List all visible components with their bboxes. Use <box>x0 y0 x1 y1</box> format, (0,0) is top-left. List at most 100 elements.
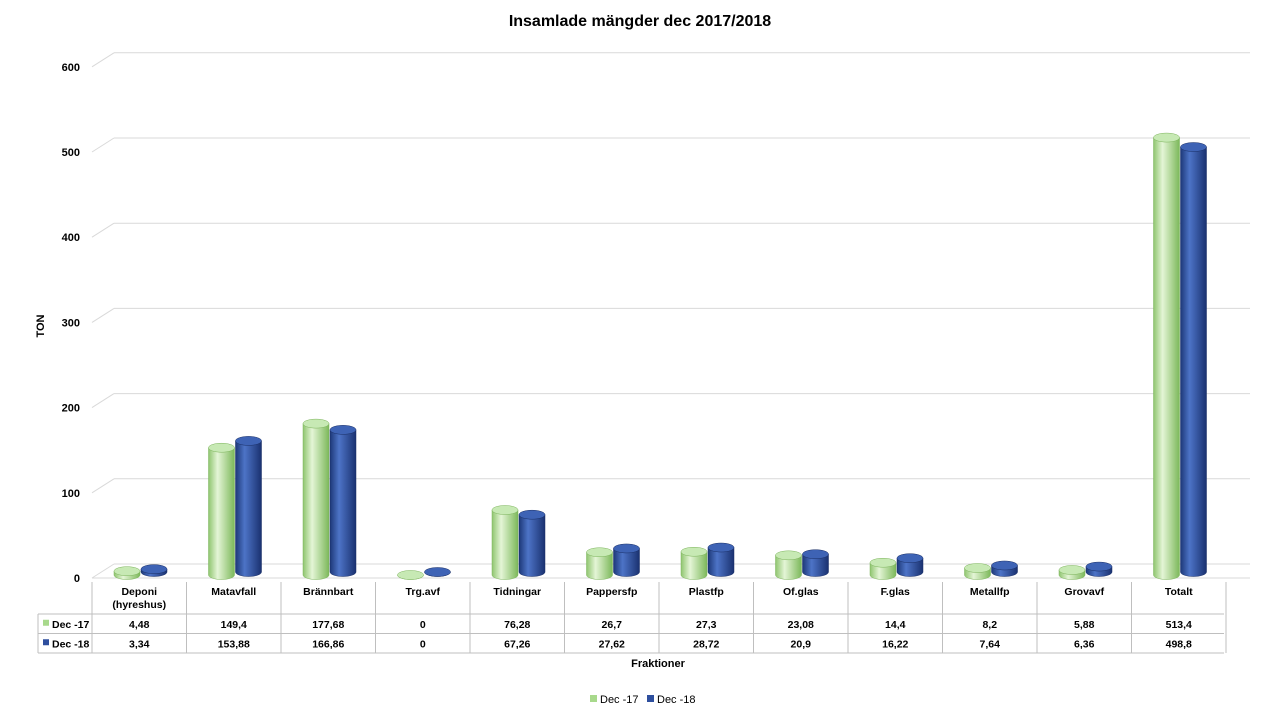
legend: Dec -17 Dec -18 <box>590 694 696 706</box>
bar-top <box>991 560 1018 571</box>
bar-top <box>680 546 708 557</box>
table-value: 166,86 <box>312 638 344 650</box>
y-tick-label: 400 <box>62 232 80 244</box>
bar-top <box>518 509 546 520</box>
bar-top <box>896 553 924 563</box>
bar-top <box>397 570 424 580</box>
bar-0-3 <box>397 570 424 580</box>
bar-0-7 <box>775 550 802 580</box>
gridline-diagonal <box>91 478 115 494</box>
bars <box>113 132 1207 580</box>
x-tick-label: Tidningar <box>493 586 541 598</box>
bar-body <box>235 440 262 577</box>
legend-label: Dec -17 <box>600 694 639 706</box>
x-tick-label: Pappersfp <box>586 586 637 598</box>
x-tick-label: Of.glas <box>783 586 819 598</box>
bar-top <box>1153 132 1180 143</box>
bar-top <box>775 550 802 561</box>
table-value: 67,26 <box>504 638 530 650</box>
table-value: 0 <box>420 638 426 650</box>
gridline-diagonal <box>91 307 115 323</box>
table-value: 153,88 <box>218 638 250 650</box>
table-value: 26,7 <box>602 619 623 631</box>
bar-top <box>302 418 330 429</box>
bar-top <box>802 549 829 559</box>
gridline-diagonal <box>91 563 115 579</box>
bar-body <box>680 551 708 580</box>
bar-top <box>1058 565 1086 575</box>
table-series-name: Dec -17 <box>52 619 90 631</box>
bar-body <box>208 447 235 580</box>
bar-1-11 <box>1180 142 1207 577</box>
table-series-name: Dec -18 <box>52 638 90 650</box>
legend-key <box>647 695 654 702</box>
data-table: Deponi(hyreshus) Matavfall Brännbart Trg.av… <box>37 582 1227 654</box>
bar-body <box>802 553 829 577</box>
table-value: 7,64 <box>980 638 1001 650</box>
y-tick-label: 600 <box>62 62 80 74</box>
bar-1-4 <box>518 509 546 577</box>
table-value: 27,62 <box>599 638 625 650</box>
bar-1-7 <box>802 549 829 577</box>
table-value: 27,3 <box>696 619 717 631</box>
bar-top <box>491 505 519 515</box>
y-tick-label: 300 <box>62 317 80 329</box>
table-value: 28,72 <box>693 638 719 650</box>
bar-top <box>113 566 141 576</box>
table-value: 0 <box>420 619 426 631</box>
bar-top <box>1085 561 1113 572</box>
bar-body <box>302 423 330 580</box>
x-tick-label: (hyreshus) <box>112 599 166 611</box>
table-value: 498,8 <box>1166 638 1192 650</box>
bar-body <box>491 509 519 580</box>
x-tick-label: Metallfp <box>970 586 1010 598</box>
bar-top <box>869 557 897 568</box>
gridline-diagonal <box>91 137 115 153</box>
x-tick-label: Plastfp <box>689 586 724 598</box>
bar-top <box>208 442 235 453</box>
chart-title: Insamlade mängder dec 2017/2018 <box>509 13 771 30</box>
table-legend-key <box>43 639 49 646</box>
bar-1-2 <box>329 425 357 577</box>
table-value: 8,2 <box>982 619 997 631</box>
bar-0-8 <box>869 557 897 580</box>
bar-body <box>613 548 640 577</box>
table-value: 23,08 <box>788 619 814 631</box>
table-value: 6,36 <box>1074 638 1095 650</box>
x-tick-label: Deponi <box>121 586 157 598</box>
table-value: 16,22 <box>882 638 908 650</box>
legend-key <box>590 695 597 702</box>
y-axis-title: TON <box>35 314 47 337</box>
bar-1-1 <box>235 436 262 577</box>
x-tick-label: Brännbart <box>303 586 354 598</box>
bar-top <box>235 436 262 446</box>
labels: Insamlade mängder dec 2017/2018 TON Frak… <box>35 13 771 670</box>
bar-0-6 <box>680 546 708 580</box>
x-tick-label: F.glas <box>881 586 910 598</box>
bar-top <box>1180 142 1207 152</box>
bar-body <box>896 557 924 577</box>
bar-0-9 <box>964 563 991 580</box>
bar-1-0 <box>140 564 168 577</box>
table-value: 76,28 <box>504 619 530 631</box>
bar-top <box>707 542 735 553</box>
table-value: 14,4 <box>885 619 906 631</box>
bar-0-5 <box>586 547 613 580</box>
bar-body <box>329 429 357 577</box>
bar-body <box>518 514 546 577</box>
bar-1-9 <box>991 560 1018 577</box>
table-legend-key <box>43 619 49 626</box>
y-tick-label: 500 <box>62 147 80 159</box>
bar-body <box>775 555 802 580</box>
table-value: 5,88 <box>1074 619 1095 631</box>
legend-label: Dec -18 <box>657 694 696 706</box>
table-value: 20,9 <box>791 638 812 650</box>
bar-top <box>613 543 640 554</box>
bar-0-2 <box>302 418 330 580</box>
gridline-diagonal <box>91 393 115 409</box>
bar-top <box>586 547 613 558</box>
x-tick-label: Trg.avf <box>406 586 441 598</box>
x-tick-label: Grovavf <box>1064 586 1104 598</box>
y-tick-label: 100 <box>62 488 80 500</box>
